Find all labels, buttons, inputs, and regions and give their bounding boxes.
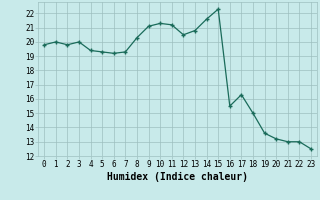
X-axis label: Humidex (Indice chaleur): Humidex (Indice chaleur)	[107, 172, 248, 182]
